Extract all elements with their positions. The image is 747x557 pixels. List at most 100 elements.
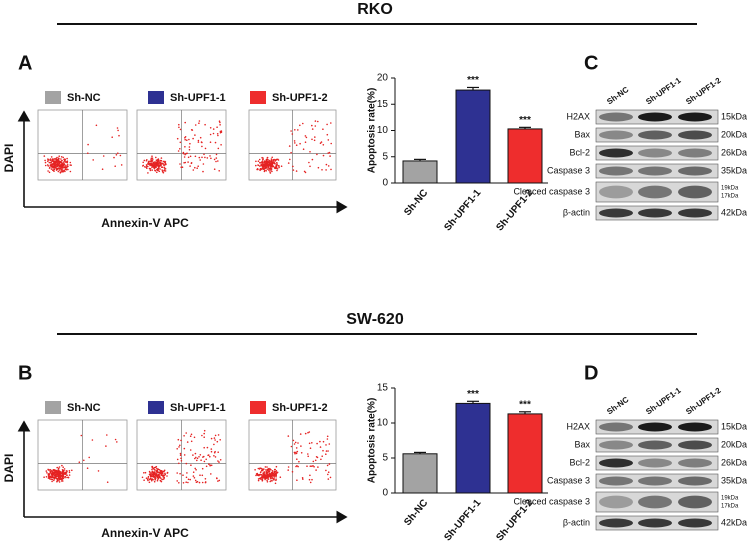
event-dot: [261, 480, 264, 482]
event-dot: [302, 122, 304, 125]
event-dot: [269, 164, 271, 166]
event-dot: [117, 152, 119, 154]
event-dot: [297, 442, 299, 444]
event-dot: [279, 476, 282, 479]
event-dot: [185, 462, 188, 465]
event-dot: [47, 477, 50, 479]
event-dot: [263, 169, 266, 171]
event-dot: [64, 473, 67, 476]
event-dot: [189, 435, 192, 438]
event-dot: [116, 441, 118, 443]
event-dot: [179, 163, 181, 165]
event-dot: [209, 155, 211, 157]
event-dot: [319, 142, 322, 144]
size-label: 20kDa: [721, 439, 747, 449]
event-dot: [213, 451, 216, 454]
event-dot: [218, 461, 220, 463]
event-dot: [58, 169, 61, 171]
event-dot: [213, 168, 216, 170]
event-dot: [166, 471, 169, 474]
event-dot: [179, 148, 181, 150]
event-dot: [204, 478, 207, 480]
event-dot: [144, 471, 147, 474]
significance: ***: [467, 75, 479, 86]
protein-label: Bcl-2: [569, 457, 590, 467]
event-dot: [152, 478, 154, 481]
y-tick-label: 10: [377, 125, 389, 136]
blot-band: [599, 458, 633, 468]
size-label: 20kDa: [721, 129, 747, 139]
event-dot: [55, 161, 57, 164]
event-dot: [199, 474, 201, 477]
event-dot: [269, 171, 271, 173]
legend-label: Sh-UPF1-2: [272, 92, 328, 104]
event-dot: [148, 168, 151, 170]
blot-band: [638, 495, 672, 509]
event-dot: [155, 472, 157, 475]
y-axis-label: Apoptosis rate(%): [367, 398, 378, 484]
event-dot: [44, 159, 46, 162]
event-dot: [159, 168, 161, 170]
event-dot: [289, 158, 291, 161]
event-dot: [207, 454, 209, 457]
event-dot: [147, 479, 149, 482]
event-dot: [217, 160, 219, 162]
event-dot: [43, 155, 46, 157]
event-dot: [54, 475, 57, 478]
event-dot: [66, 164, 69, 166]
event-dot: [51, 158, 54, 160]
event-dot: [290, 445, 293, 448]
event-dot: [149, 164, 151, 166]
event-dot: [269, 159, 271, 162]
event-dot: [67, 165, 69, 168]
event-dot: [65, 166, 67, 169]
event-dot: [117, 129, 119, 132]
event-dot: [209, 127, 212, 129]
event-dot: [114, 165, 116, 167]
event-dot: [62, 165, 64, 168]
event-dot: [278, 165, 280, 167]
event-dot: [219, 130, 222, 133]
event-dot: [196, 457, 199, 460]
event-dot: [182, 474, 184, 477]
blot-band: [638, 518, 672, 528]
event-dot: [298, 460, 300, 463]
event-dot: [327, 152, 330, 154]
size-label: 15kDa: [721, 421, 747, 431]
size-label: 19kDa: [721, 186, 739, 192]
event-dot: [314, 459, 317, 462]
event-dot: [217, 460, 219, 462]
event-dot: [143, 159, 146, 162]
event-dot: [271, 156, 274, 159]
event-dot: [180, 166, 182, 168]
event-dot: [255, 160, 257, 163]
bar: [507, 128, 543, 184]
event-dot: [290, 130, 292, 132]
event-dot: [258, 468, 261, 470]
protein-label: Caspase 3: [547, 165, 590, 175]
event-dot: [61, 170, 63, 173]
event-dot: [259, 169, 261, 172]
event-dot: [47, 160, 49, 163]
event-dot: [155, 465, 158, 468]
x-tick-label: Sh-UPF1-1: [442, 497, 483, 543]
event-dot: [196, 459, 198, 462]
event-dot: [49, 471, 52, 474]
event-dot: [314, 120, 317, 122]
event-dot: [293, 443, 296, 445]
event-dot: [264, 163, 266, 165]
event-dot: [260, 467, 263, 470]
event-dot: [143, 472, 145, 474]
event-dot: [49, 469, 52, 471]
event-dot: [217, 134, 219, 137]
event-dot: [56, 473, 58, 476]
blot-band: [638, 148, 672, 158]
event-dot: [142, 161, 144, 164]
event-dot: [60, 478, 63, 480]
event-dot: [179, 454, 182, 457]
y-tick-label: 5: [382, 453, 388, 464]
event-dot: [58, 473, 61, 476]
event-dot: [219, 459, 222, 461]
event-dot: [62, 477, 65, 480]
bar: [402, 160, 438, 184]
